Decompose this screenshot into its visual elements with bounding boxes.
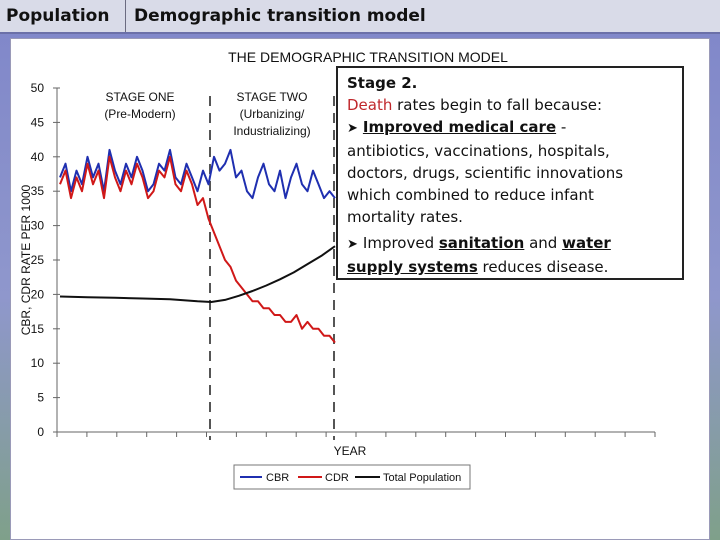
- y-tick-label: 25: [31, 253, 45, 267]
- legend-pop: Total Population: [383, 472, 461, 484]
- stage-one-label: STAGE ONE: [105, 90, 174, 104]
- cbr-line: [59, 148, 336, 200]
- y-tick-label: 45: [31, 115, 45, 129]
- bullet-arrow-icon: ➤: [347, 237, 358, 252]
- overlay-line8: supply systems reduces disease.: [347, 256, 674, 278]
- stage-two-sub1: (Urbanizing/: [240, 107, 305, 121]
- death-word: Death: [347, 96, 393, 114]
- y-tick-label: 20: [31, 287, 45, 301]
- cdr-line: [59, 155, 336, 344]
- stage-one-sub: (Pre-Modern): [104, 107, 175, 121]
- y-tick-label: 15: [31, 322, 45, 336]
- y-tick-label: 10: [31, 356, 45, 370]
- water-word: water: [562, 234, 611, 252]
- x-axis-label: YEAR: [334, 444, 367, 458]
- sanitation-pre: Improved: [362, 234, 439, 252]
- supply-systems: supply systems: [347, 258, 478, 276]
- overlay-line5: which combined to reduce infant: [347, 186, 594, 204]
- medical-dash: -: [556, 118, 567, 136]
- overlay-line6: mortality rates.: [347, 208, 463, 226]
- and-word: and: [524, 234, 563, 252]
- y-tick-label: 50: [31, 81, 45, 95]
- overlay-line3: antibiotics, vaccinations, hospitals,: [347, 142, 610, 160]
- intro-text: rates begin to fall because:: [392, 96, 603, 114]
- y-tick-label: 35: [31, 184, 45, 198]
- legend-box: [233, 464, 471, 490]
- overlay-intro: Death rates begin to fall because:: [347, 94, 674, 116]
- stage-two-label: STAGE TWO: [237, 90, 308, 104]
- overlay-line4: doctors, drugs, scientific innovations: [347, 164, 624, 182]
- legend-cbr: CBR: [266, 472, 289, 484]
- section-title: Population: [0, 0, 126, 32]
- title-bar: Population Demographic transition model: [0, 0, 720, 34]
- y-tick-label: 5: [37, 391, 44, 405]
- y-tick-label: 30: [31, 219, 45, 233]
- slide-title: Demographic transition model: [134, 6, 426, 26]
- stage-two-explanation: Stage 2. Death rates begin to fall becau…: [336, 66, 684, 280]
- medical-care: Improved medical care: [362, 118, 557, 136]
- y-tick-label: 40: [31, 150, 45, 164]
- bullet-arrow-icon: ➤: [347, 121, 358, 136]
- population-line: [59, 245, 336, 303]
- y-axis-label: CBR, CDR RATE PER 1000: [19, 184, 33, 335]
- sanitation-word: sanitation: [438, 234, 525, 252]
- legend-cdr: CDR: [325, 472, 349, 484]
- disease-text: reduces disease.: [477, 258, 609, 276]
- overlay-heading: Stage 2.: [347, 74, 418, 92]
- stage-two-sub2: Industrializing): [233, 124, 310, 138]
- y-tick-label: 0: [37, 425, 44, 439]
- bullet-sanitation: ➤ Improved sanitation and water: [347, 232, 674, 256]
- chart-title: THE DEMOGRAPHIC TRANSITION MODEL: [228, 49, 508, 65]
- bullet-medical: ➤ Improved medical care -: [347, 116, 674, 140]
